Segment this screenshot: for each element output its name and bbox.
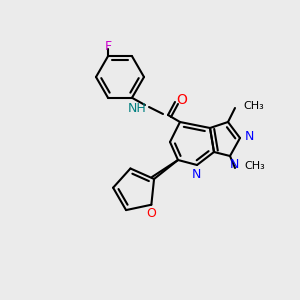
Text: CH₃: CH₃ — [243, 101, 264, 111]
Text: F: F — [104, 40, 112, 53]
Text: NH: NH — [128, 103, 146, 116]
Text: O: O — [146, 207, 156, 220]
Text: N: N — [244, 130, 254, 143]
Text: CH₃: CH₃ — [244, 161, 265, 171]
Text: O: O — [177, 93, 188, 107]
Text: N: N — [229, 158, 239, 172]
Text: N: N — [191, 167, 201, 181]
